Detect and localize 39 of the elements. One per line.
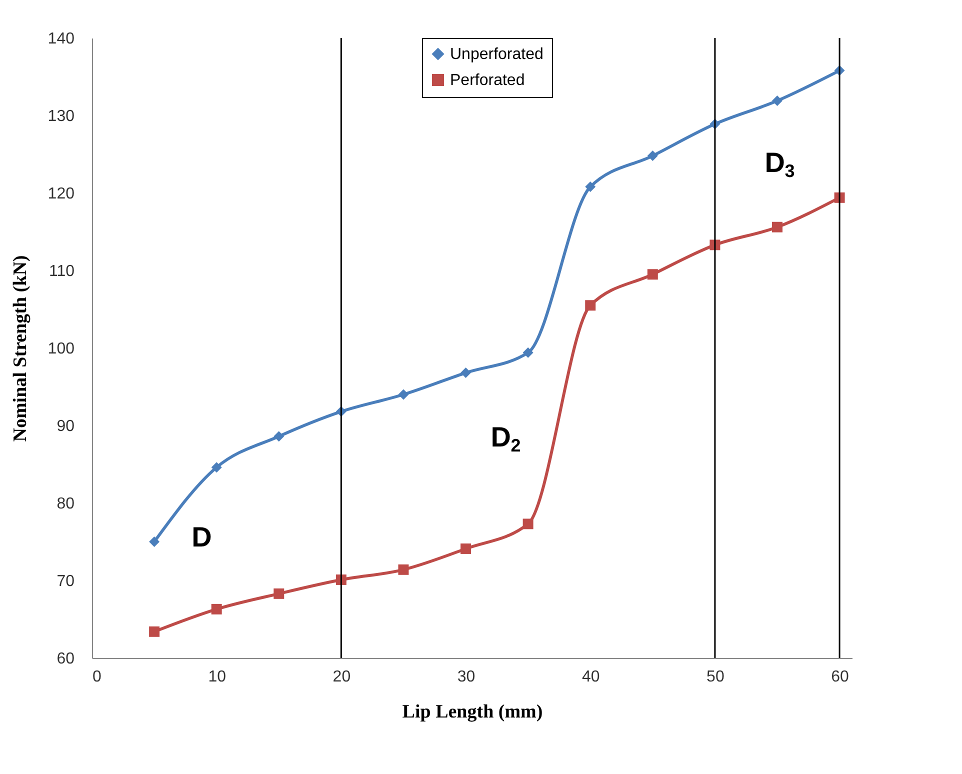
legend-label: Unperforated bbox=[450, 46, 544, 63]
x-tick-label: 50 bbox=[706, 668, 724, 686]
point bbox=[460, 368, 472, 378]
point bbox=[149, 536, 160, 547]
y-tick-label: 130 bbox=[48, 108, 75, 125]
y-tick-label: 70 bbox=[56, 573, 75, 590]
point bbox=[772, 96, 782, 106]
y-tick-label: 120 bbox=[48, 186, 75, 202]
point bbox=[647, 269, 658, 280]
x-axis-title: Lip Length (mm) bbox=[402, 702, 543, 722]
point bbox=[274, 588, 284, 599]
x-tick-label: 0 bbox=[92, 668, 102, 686]
point bbox=[522, 347, 534, 358]
point bbox=[211, 604, 222, 614]
point bbox=[522, 518, 534, 530]
point bbox=[398, 389, 409, 400]
y-tick-label: 140 bbox=[48, 30, 75, 48]
x-tick-label: 40 bbox=[582, 668, 600, 686]
x-tick-label: 10 bbox=[208, 668, 226, 686]
y-tick-label: 110 bbox=[48, 263, 75, 280]
legend-label: Perforated bbox=[450, 72, 525, 89]
annotation: D bbox=[192, 521, 212, 552]
y-tick-label: 80 bbox=[56, 496, 75, 512]
point bbox=[398, 564, 409, 575]
y-tick-label: 100 bbox=[48, 340, 75, 358]
point bbox=[149, 626, 160, 637]
y-tick-label: 60 bbox=[56, 650, 75, 668]
x-tick-label: 20 bbox=[332, 668, 351, 686]
point bbox=[211, 462, 222, 473]
x-tick-label: 30 bbox=[457, 668, 476, 686]
point bbox=[585, 300, 596, 311]
point bbox=[772, 222, 782, 232]
point bbox=[460, 543, 472, 554]
x-tick-label: 60 bbox=[831, 668, 850, 686]
y-tick-label: 90 bbox=[56, 418, 75, 435]
point bbox=[274, 431, 284, 442]
point bbox=[585, 182, 596, 192]
y-axis-title: Nominal Strength (kN) bbox=[10, 255, 31, 442]
point bbox=[647, 150, 658, 162]
